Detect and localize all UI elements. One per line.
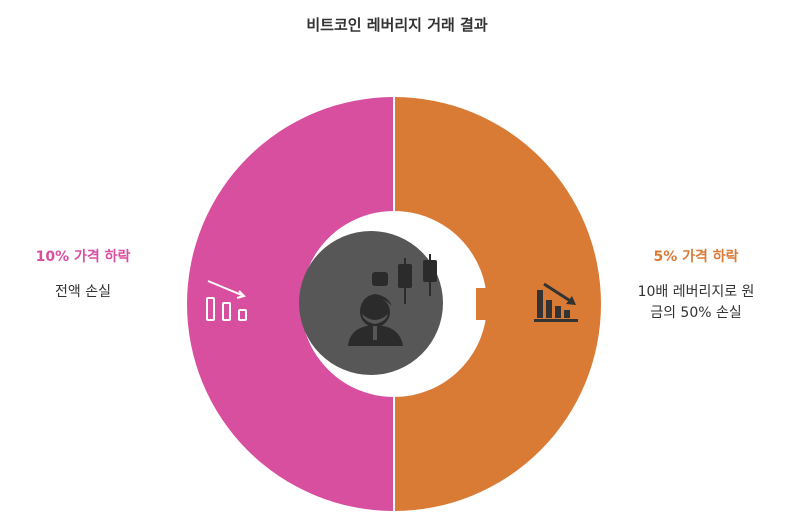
right-description-line1: 10배 레버리지로 원 <box>637 284 755 300</box>
right-heading: 5% 가격 하락 <box>653 249 739 265</box>
right-description-line2: 금의 50% 손실 <box>650 305 742 321</box>
left-description: 전액 손실 <box>55 284 111 300</box>
trader-with-candlestick-chart-icon <box>348 254 437 346</box>
declining-bars-filled-icon <box>534 282 578 322</box>
right-connector <box>476 288 532 320</box>
left-outcome: 10% 가격 하락 전액 손실 <box>18 246 148 303</box>
left-heading: 10% 가격 하락 <box>35 249 131 265</box>
declining-bars-outline-icon <box>206 280 247 321</box>
right-outcome: 5% 가격 하락 10배 레버리지로 원 금의 50% 손실 <box>606 246 786 324</box>
diagram-title: 비트코인 레버리지 거래 결과 <box>306 16 488 34</box>
right-description: 10배 레버리지로 원 금의 50% 손실 <box>606 282 786 324</box>
